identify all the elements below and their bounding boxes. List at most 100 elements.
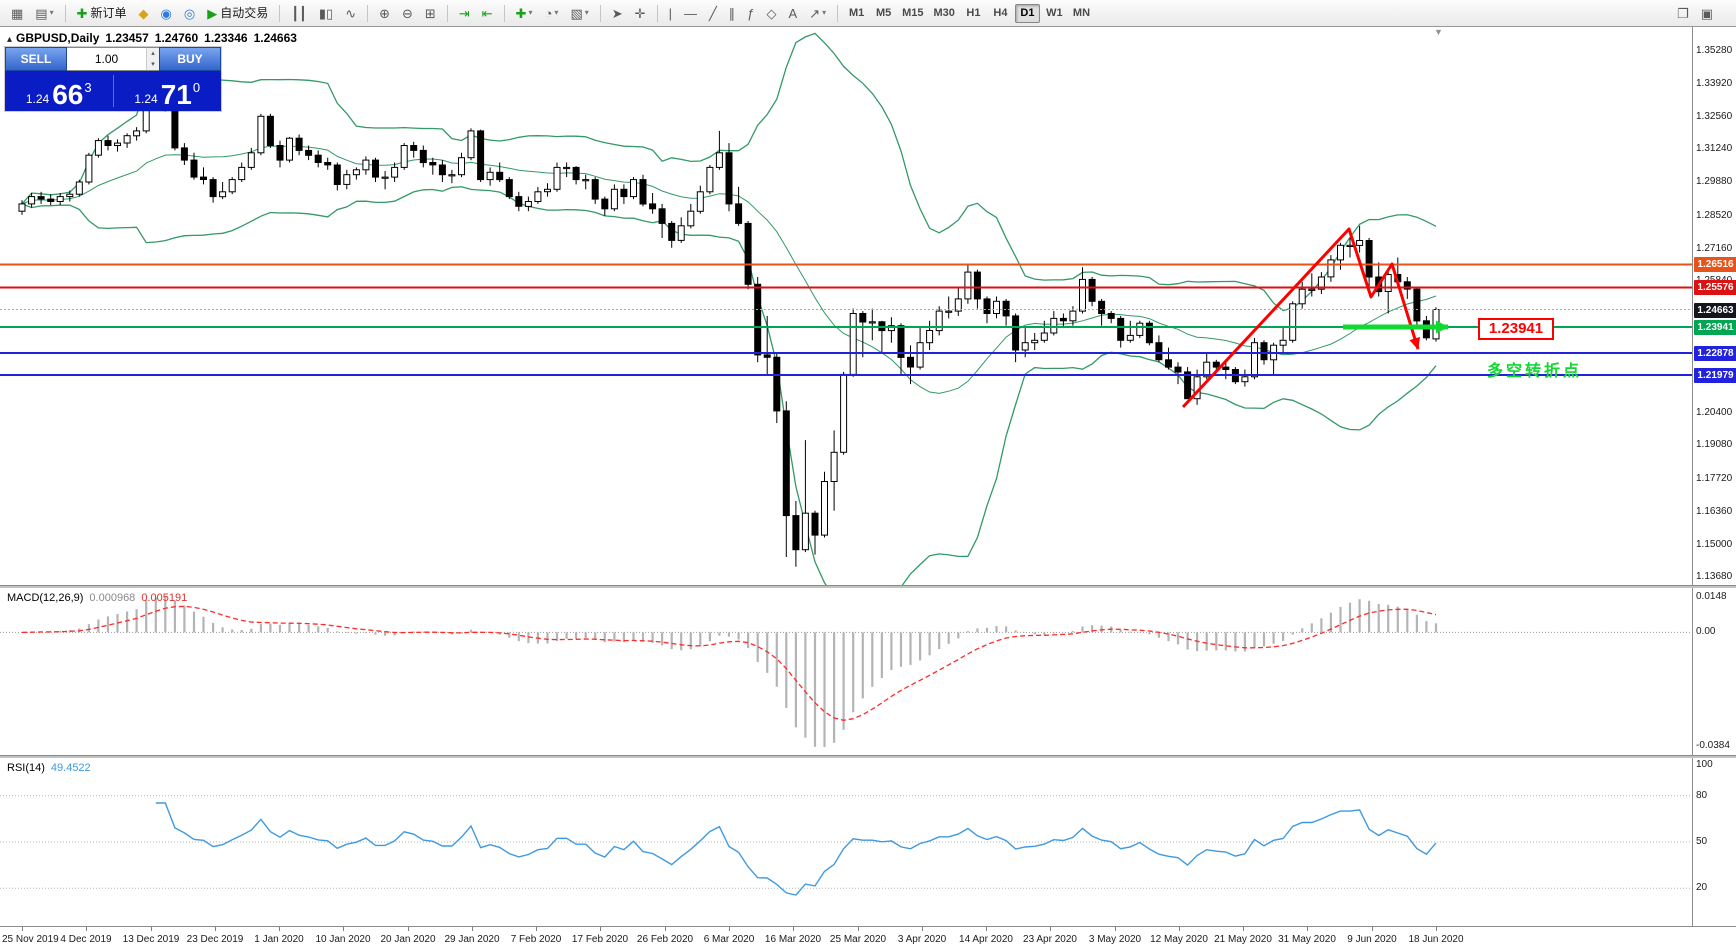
price-tick: 1.28520 — [1696, 210, 1733, 221]
indicators-button[interactable]: ✚ ▾ — [511, 3, 538, 24]
tile-windows-button[interactable]: ⊞ — [420, 3, 441, 24]
buy-price[interactable]: 1.24 71 0 — [114, 71, 222, 111]
price-tick: 1.29880 — [1696, 176, 1733, 187]
toolbar-separator — [367, 4, 369, 22]
timeframe-h1[interactable]: H1 — [966, 7, 981, 19]
rsi-axis[interactable]: 100 80 50 20 — [1692, 758, 1736, 926]
auto-scroll-icon: ⇥ — [458, 5, 470, 21]
new-order-button[interactable]: ✚ 新订单 — [72, 3, 132, 24]
rsi-panel[interactable]: RSI(14) 49.4522 — [0, 758, 1692, 926]
profiles-button[interactable]: ▤ ▾ — [30, 3, 58, 24]
chart-shift-icon: ⇤ — [481, 5, 493, 21]
metaeditor-button[interactable]: ◆ — [134, 3, 154, 24]
time-tick — [1436, 927, 1437, 931]
channel-button[interactable]: ∥ — [724, 3, 741, 24]
rsi-canvas[interactable] — [0, 758, 1692, 926]
date-label: 18 Jun 2020 — [1408, 934, 1464, 945]
shapes-button[interactable]: ◇ — [762, 3, 782, 24]
chart-ohlc-header: ▴ GBPUSD,Daily 1.23457 1.24760 1.23346 1.2466… — [7, 31, 297, 45]
macd-panel[interactable]: MACD(12,26,9) 0.000968 0.005191 — [0, 588, 1692, 755]
macd-axis[interactable]: 0.0148 0.00 -0.0384 — [1692, 588, 1736, 755]
new-chart-button[interactable]: ▦ — [6, 3, 28, 24]
ohlc-open: 1.23457 — [105, 31, 149, 45]
zoom-out-icon: ⊖ — [402, 5, 413, 21]
timeframe-d1[interactable]: D1 — [1014, 3, 1040, 23]
sell-button[interactable]: SELL — [5, 47, 67, 71]
time-tick — [665, 927, 666, 931]
macd-canvas[interactable] — [0, 588, 1692, 755]
one-click-toggle-icon[interactable]: ▴ — [7, 34, 13, 45]
price-chart-panel[interactable]: ▼ ▴ GBPUSD,Daily 1.23457 1.24760 1.23346 1.24… — [0, 27, 1692, 585]
trendline-icon: ╱ — [708, 5, 717, 21]
timeframe-m30[interactable]: M30 — [933, 7, 955, 19]
fibonacci-icon: ƒ — [747, 5, 755, 21]
time-tick — [151, 927, 152, 931]
zoom-out-button[interactable]: ⊖ — [397, 3, 418, 24]
caret-down-icon: ▾ — [554, 8, 559, 17]
time-axis[interactable]: 25 Nov 2019 4 Dec 2019 13 Dec 2019 23 Dec 2… — [0, 926, 1736, 949]
templates-button[interactable]: ▧ ▾ — [565, 3, 593, 24]
chart-shift-button[interactable]: ⇤ — [477, 3, 498, 24]
full-screen-button[interactable]: ❐ — [1672, 3, 1694, 24]
print-button[interactable]: ▣ — [1696, 3, 1718, 24]
timeframe-h4[interactable]: H4 — [993, 7, 1008, 19]
community-button[interactable]: ◉ — [156, 3, 177, 24]
price-badge: 1.26516 — [1694, 257, 1736, 272]
cursor-button[interactable]: ➤ — [607, 3, 628, 24]
bar-chart-button[interactable]: ┃┃ — [286, 3, 312, 24]
auto-scroll-button[interactable]: ⇥ — [454, 3, 475, 24]
volume-down-button[interactable]: ▾ — [147, 59, 159, 70]
market-button[interactable]: ◎ — [179, 3, 200, 24]
macd-axis-zero: 0.00 — [1696, 626, 1716, 637]
date-label: 9 Jun 2020 — [1347, 934, 1397, 945]
note-text[interactable]: 多空转折点 — [1487, 363, 1583, 380]
toolbar-right-buttons: ❐ ▣ — [1671, 0, 1719, 26]
text-button[interactable]: A — [784, 3, 803, 24]
price-tick: 1.32560 — [1696, 111, 1733, 122]
date-label: 25 Mar 2020 — [829, 934, 887, 945]
toolbar-separator — [503, 4, 505, 22]
panel-splitter[interactable] — [0, 585, 1736, 588]
price-tick: 1.35280 — [1696, 45, 1733, 56]
autotrading-button[interactable]: ▶ 自动交易 — [202, 3, 273, 24]
panel-splitter[interactable] — [0, 755, 1736, 758]
profiles-icon: ▤ — [35, 5, 48, 21]
horizontal-line-button[interactable]: ― — [679, 3, 702, 24]
trend-zigzag-arrow[interactable] — [1181, 227, 1421, 409]
trendline-button[interactable]: ╱ — [704, 3, 722, 24]
line-chart-icon: ∿ — [345, 5, 357, 21]
timeframe-m15[interactable]: M15 — [902, 7, 924, 19]
arrows-button[interactable]: ↗ ▾ — [804, 3, 831, 24]
date-label: 23 Apr 2020 — [1023, 934, 1077, 945]
volume-up-button[interactable]: ▴ — [147, 48, 159, 59]
periods-icon: ◔ — [544, 5, 553, 21]
price-tick: 1.17720 — [1696, 473, 1733, 484]
sell-price[interactable]: 1.24 66 3 — [5, 71, 113, 111]
price-tick: 1.31240 — [1696, 143, 1733, 154]
new-order-label: 新订单 — [90, 6, 127, 20]
periods-button[interactable]: ◔ ▾ — [540, 3, 564, 24]
volume-field[interactable]: 1.00 ▴ ▾ — [67, 47, 159, 71]
macd-header: MACD(12,26,9) 0.000968 0.005191 — [7, 592, 187, 604]
macd-signal-line — [21, 605, 1437, 721]
timeframe-m1[interactable]: M1 — [848, 7, 865, 19]
price-axis[interactable]: 1.35280 1.33920 1.32560 1.31240 1.29880 1.285… — [1692, 27, 1736, 585]
line-chart-button[interactable]: ∿ — [340, 3, 361, 24]
timeframe-w1[interactable]: W1 — [1046, 7, 1063, 19]
vertical-line-button[interactable]: | — [664, 3, 677, 24]
rsi-label: RSI(14) — [7, 762, 45, 774]
full-screen-icon: ❐ — [1677, 5, 1689, 21]
price-callout[interactable]: 1.23941 — [1478, 318, 1554, 340]
candlestick-chart-button[interactable]: ▮▯ — [314, 3, 338, 24]
time-tick — [1243, 927, 1244, 931]
bollinger-lower — [21, 186, 1437, 585]
sell-price-sup: 3 — [84, 80, 92, 95]
crosshair-button[interactable]: ✛ — [630, 3, 651, 24]
timeframe-m5[interactable]: M5 — [875, 7, 892, 19]
price-chart-canvas[interactable] — [0, 27, 1692, 585]
chart-shift-marker-icon[interactable]: ▼ — [1434, 27, 1443, 37]
timeframe-mn[interactable]: MN — [1072, 7, 1091, 19]
zoom-in-button[interactable]: ⊕ — [374, 3, 395, 24]
fibonacci-button[interactable]: ƒ — [742, 3, 759, 24]
buy-button[interactable]: BUY — [159, 47, 221, 71]
